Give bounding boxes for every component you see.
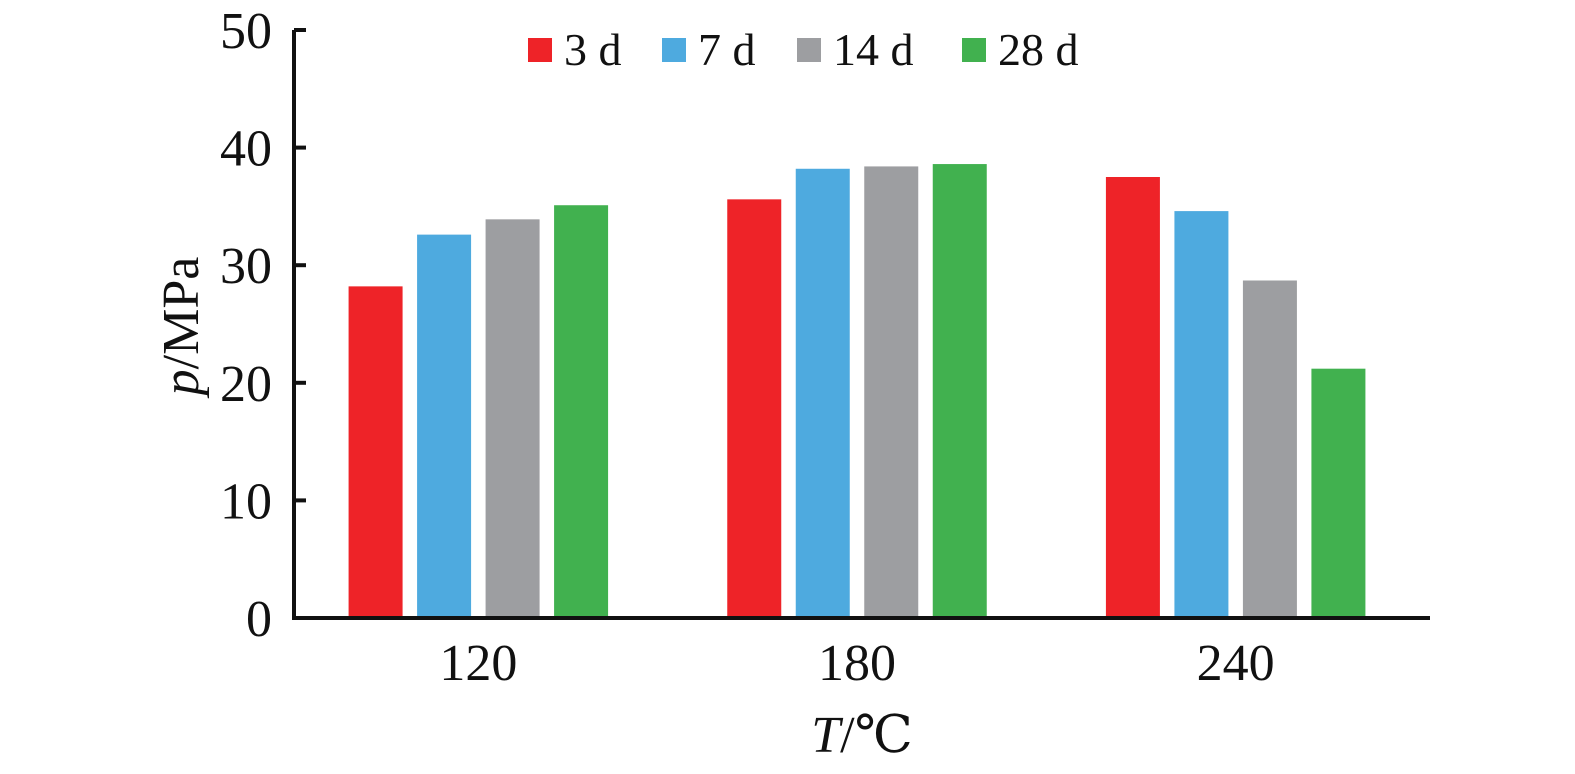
bar (1105, 177, 1160, 618)
legend: 3 d 7 d 14 d 28 d (528, 24, 1079, 75)
y-tick-label: 50 (220, 3, 272, 60)
x-axis-label: T/℃ (811, 707, 913, 764)
bar (727, 199, 782, 618)
x-axis-var: T (811, 707, 843, 764)
y-tick-label: 0 (246, 591, 272, 648)
y-axis-var: p (153, 369, 210, 399)
bar (554, 205, 609, 618)
y-tick-label: 40 (220, 121, 272, 178)
legend-swatch (797, 38, 821, 62)
bars-layer (348, 164, 1366, 618)
x-axis-unit: /℃ (840, 707, 913, 764)
y-ticks: 0 10 20 30 40 50 (220, 3, 306, 648)
bar (417, 234, 472, 618)
y-tick-label: 20 (220, 356, 272, 413)
y-axis-label: p/MPa (153, 257, 210, 400)
legend-label: 28 d (998, 24, 1079, 75)
axes-layer (292, 30, 1430, 620)
bar (1311, 368, 1366, 618)
legend-swatch (662, 38, 686, 62)
legend-label: 3 d (564, 24, 622, 75)
legend-swatch (528, 38, 552, 62)
x-ticks: 120 180 240 (439, 635, 1274, 692)
bar (932, 164, 987, 618)
y-tick-label: 10 (220, 473, 272, 530)
bar (1174, 211, 1229, 618)
bar (864, 166, 919, 618)
bar (1242, 280, 1297, 618)
legend-swatch (962, 38, 986, 62)
bar (348, 286, 403, 618)
legend-label: 14 d (833, 24, 914, 75)
legend-label: 7 d (698, 24, 756, 75)
y-axis-unit: /MPa (153, 257, 210, 370)
x-tick-label: 120 (439, 635, 517, 692)
bar (795, 168, 850, 618)
bar (485, 219, 540, 618)
x-tick-label: 180 (818, 635, 896, 692)
x-tick-label: 240 (1197, 635, 1275, 692)
y-tick-label: 30 (220, 238, 272, 295)
